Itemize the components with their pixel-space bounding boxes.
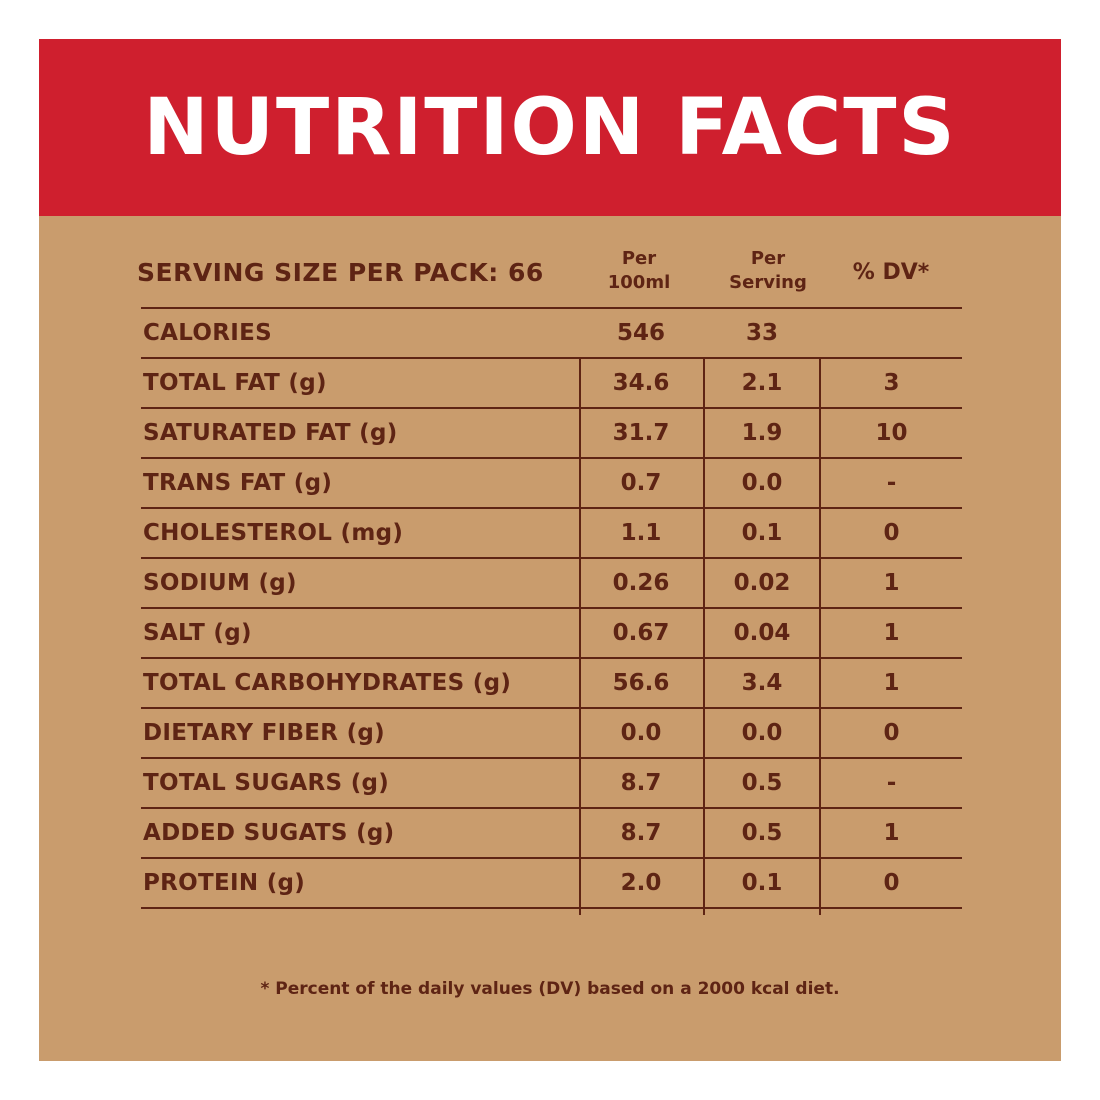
value-per-100ml: 0.0 [620, 720, 662, 746]
value-dv: 1 [883, 820, 900, 846]
value-dv: 1 [883, 670, 900, 696]
column-header-dv: % DV* [852, 260, 930, 285]
value-per-serving: 0.02 [733, 570, 791, 596]
value-per-serving: 0.1 [741, 870, 783, 896]
table-row: CALORIES 546 33 [141, 309, 962, 359]
value-dv: - [886, 470, 897, 496]
nutrient-label: SALT (g) [143, 620, 252, 646]
value-per-serving: 0.5 [741, 770, 783, 796]
table-row: SALT (g) 0.67 0.04 1 [141, 609, 962, 659]
column-divider [819, 359, 821, 915]
value-per-100ml: 0.67 [612, 620, 670, 646]
column-header-per-serving: Per Serving [708, 247, 828, 295]
table-row: ADDED SUGATS (g) 8.7 0.5 1 [141, 809, 962, 859]
page-title: NUTRITION FACTS [143, 82, 957, 173]
value-per-100ml: 546 [616, 320, 665, 346]
nutrient-label: TOTAL CARBOHYDRATES (g) [143, 670, 512, 696]
table-row: TOTAL FAT (g) 34.6 2.1 3 [141, 359, 962, 409]
nutrient-label: DIETARY FIBER (g) [143, 720, 385, 746]
column-header-per-100ml-line1: Per [621, 248, 657, 269]
value-dv: 1 [883, 620, 900, 646]
value-per-serving: 1.9 [741, 420, 783, 446]
table-row: PROTEIN (g) 2.0 0.1 0 [141, 859, 962, 909]
footnote: * Percent of the daily values (DV) based… [260, 979, 840, 999]
table-row: TOTAL SUGARS (g) 8.7 0.5 - [141, 759, 962, 809]
value-dv: 0 [883, 520, 900, 546]
column-divider [579, 359, 581, 915]
value-per-100ml: 2.0 [620, 870, 662, 896]
value-dv: 0 [883, 870, 900, 896]
value-per-serving: 3.4 [741, 670, 783, 696]
value-per-serving: 2.1 [741, 370, 783, 396]
nutrient-label: TOTAL FAT (g) [143, 370, 327, 396]
value-dv [821, 309, 962, 357]
value-per-100ml: 8.7 [620, 820, 662, 846]
value-dv: - [886, 770, 897, 796]
value-per-100ml: 1.1 [620, 520, 662, 546]
nutrient-label: TOTAL SUGARS (g) [143, 770, 390, 796]
value-per-100ml: 0.26 [612, 570, 670, 596]
value-per-serving: 0.1 [741, 520, 783, 546]
column-divider [703, 359, 705, 915]
nutrient-label: ADDED SUGATS (g) [143, 820, 395, 846]
nutrition-panel: NUTRITION FACTS SERVING SIZE PER PACK: 6… [39, 39, 1061, 1061]
table-row: DIETARY FIBER (g) 0.0 0.0 0 [141, 709, 962, 759]
value-per-serving: 33 [745, 320, 778, 346]
value-per-100ml: 31.7 [612, 420, 670, 446]
column-header-per-100ml: Per 100ml [579, 247, 699, 295]
serving-size-label: SERVING SIZE PER PACK: 66 [137, 258, 544, 287]
value-dv: 1 [883, 570, 900, 596]
nutrient-label: SODIUM (g) [143, 570, 297, 596]
value-dv: 10 [875, 420, 908, 446]
nutrient-label: TRANS FAT (g) [143, 470, 333, 496]
column-header-per-100ml-line2: 100ml [607, 272, 671, 293]
nutrient-label: SATURATED FAT (g) [143, 420, 398, 446]
table-row: SATURATED FAT (g) 31.7 1.9 10 [141, 409, 962, 459]
value-per-100ml: 56.6 [612, 670, 670, 696]
nutrient-label: CALORIES [143, 320, 273, 346]
nutrient-label: PROTEIN (g) [143, 870, 306, 896]
table-row: SODIUM (g) 0.26 0.02 1 [141, 559, 962, 609]
column-header-per-serving-line2: Serving [729, 272, 807, 293]
value-dv: 3 [883, 370, 900, 396]
nutrient-label: CHOLESTEROL (mg) [143, 520, 404, 546]
nutrition-table: CALORIES 546 33 TOTAL FAT (g) 34.6 2.1 3 SATURA… [141, 307, 962, 915]
value-per-100ml: 0.7 [620, 470, 662, 496]
value-dv: 0 [883, 720, 900, 746]
value-per-100ml: 8.7 [620, 770, 662, 796]
value-per-serving: 0.5 [741, 820, 783, 846]
table-row: TRANS FAT (g) 0.7 0.0 - [141, 459, 962, 509]
value-per-serving: 0.0 [741, 720, 783, 746]
value-per-serving: 0.04 [733, 620, 791, 646]
column-header-per-serving-line1: Per [750, 248, 786, 269]
value-per-serving: 0.0 [741, 470, 783, 496]
table-row: TOTAL CARBOHYDRATES (g) 56.6 3.4 1 [141, 659, 962, 709]
value-per-100ml: 34.6 [612, 370, 670, 396]
title-banner: NUTRITION FACTS [39, 39, 1061, 216]
table-row: CHOLESTEROL (mg) 1.1 0.1 0 [141, 509, 962, 559]
